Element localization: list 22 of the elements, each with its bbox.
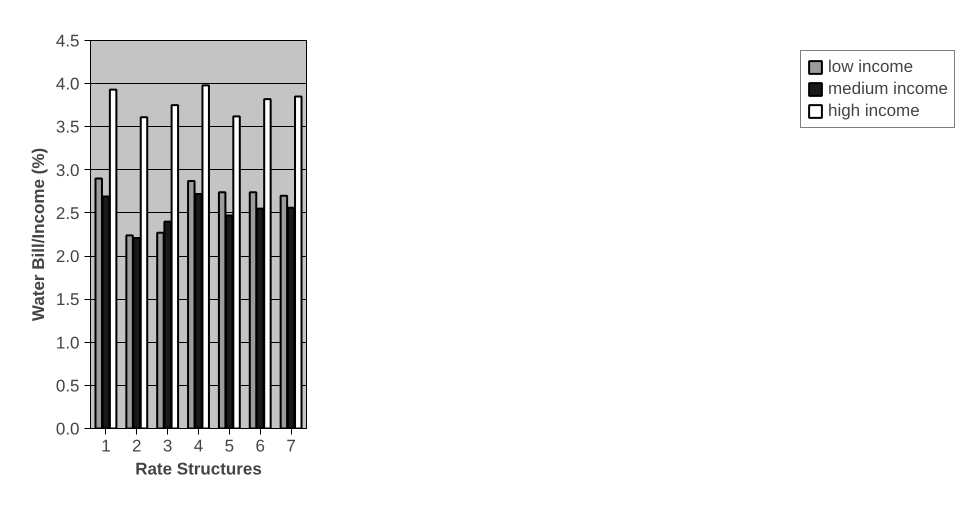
y-tick-label: 2.0 xyxy=(56,247,80,266)
x-tick-label: 3 xyxy=(162,436,172,456)
y-tick-label: 3.0 xyxy=(56,160,80,180)
x-tick-label: 4 xyxy=(194,436,204,456)
x-tick-label: 6 xyxy=(255,436,265,456)
y-tick-label: 2.5 xyxy=(56,204,80,223)
y-tick-label: 4.0 xyxy=(56,74,80,94)
y-tick-label: 4.5 xyxy=(56,32,80,50)
legend-label: high income xyxy=(828,101,920,121)
y-tick-label: 1.0 xyxy=(56,333,80,352)
legend-label: medium income xyxy=(828,79,948,99)
y-axis-title: Water Bill/Income (%) xyxy=(28,148,48,322)
y-tick-label: 0.5 xyxy=(56,376,80,396)
x-tick-label: 5 xyxy=(224,436,234,456)
y-tick-label: 1.5 xyxy=(56,290,80,310)
x-axis-title: Rate Structures xyxy=(135,460,262,478)
x-tick-label: 7 xyxy=(286,436,296,456)
x-tick-label: 2 xyxy=(132,436,142,456)
y-tick-label: 0.0 xyxy=(56,420,80,438)
legend-label: low income xyxy=(828,57,914,77)
x-tick-label: 1 xyxy=(101,436,111,456)
y-tick-label: 3.5 xyxy=(56,118,80,137)
